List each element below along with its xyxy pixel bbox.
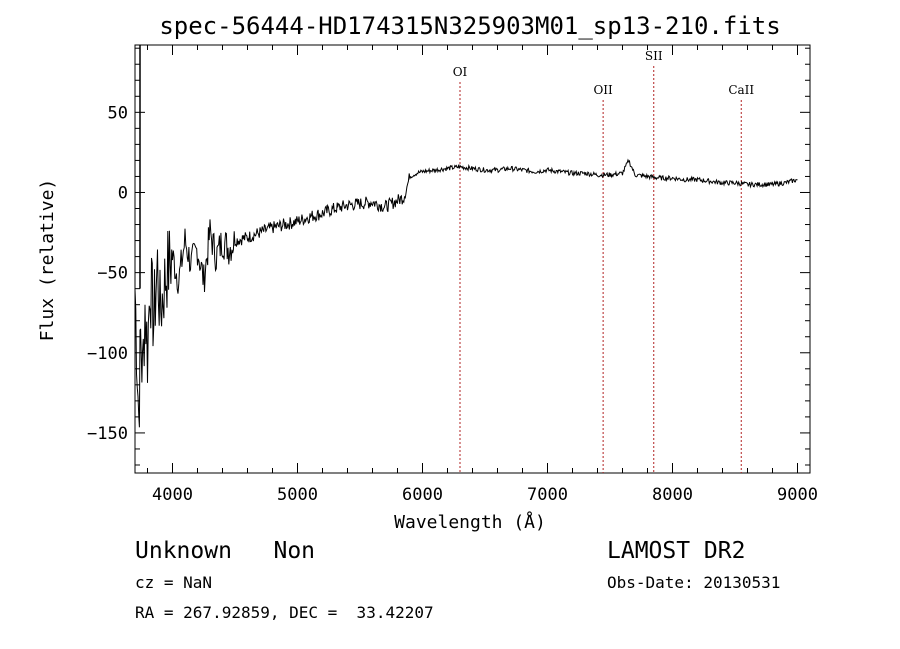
line-label-sii: SII <box>645 49 663 63</box>
x-tick-label: 6000 <box>402 485 443 505</box>
y-tick-label: 50 <box>108 103 128 123</box>
y-tick-label: −100 <box>87 344 128 364</box>
line-label-caii: CaII <box>728 83 754 97</box>
x-tick-label: 8000 <box>652 485 693 505</box>
y-tick-label: −50 <box>97 264 128 284</box>
survey-name: LAMOST DR2 <box>607 538 746 564</box>
y-tick-label: 0 <box>118 183 128 203</box>
line-label-oii: OII <box>593 83 613 97</box>
y-axis-label: Flux (relative) <box>37 179 58 342</box>
object-class: Unknown Non <box>135 538 316 564</box>
plot-area: 4000 5000 6000 7000 8000 9000 50 0 −50 −100 −150 OI… <box>87 44 818 505</box>
spectrum-line <box>134 158 798 428</box>
y-tick-label: −150 <box>87 424 128 444</box>
obs-date-text: Obs-Date: 20130531 <box>607 573 781 592</box>
x-tick-label: 7000 <box>527 485 568 505</box>
redshift-text: cz = NaN <box>135 573 213 592</box>
line-label-oi: OI <box>453 65 468 79</box>
x-tick-label: 5000 <box>277 485 318 505</box>
x-tick-label: 4000 <box>152 485 193 505</box>
chart-title: spec-56444-HD174315N325903M01_sp13-210.f… <box>159 12 780 40</box>
coordinates-text: RA = 267.92859, DEC = 33.42207 <box>135 603 434 622</box>
x-axis-label: Wavelength (Å) <box>394 511 546 533</box>
plot-frame <box>134 44 811 474</box>
x-tick-label: 9000 <box>777 485 818 505</box>
